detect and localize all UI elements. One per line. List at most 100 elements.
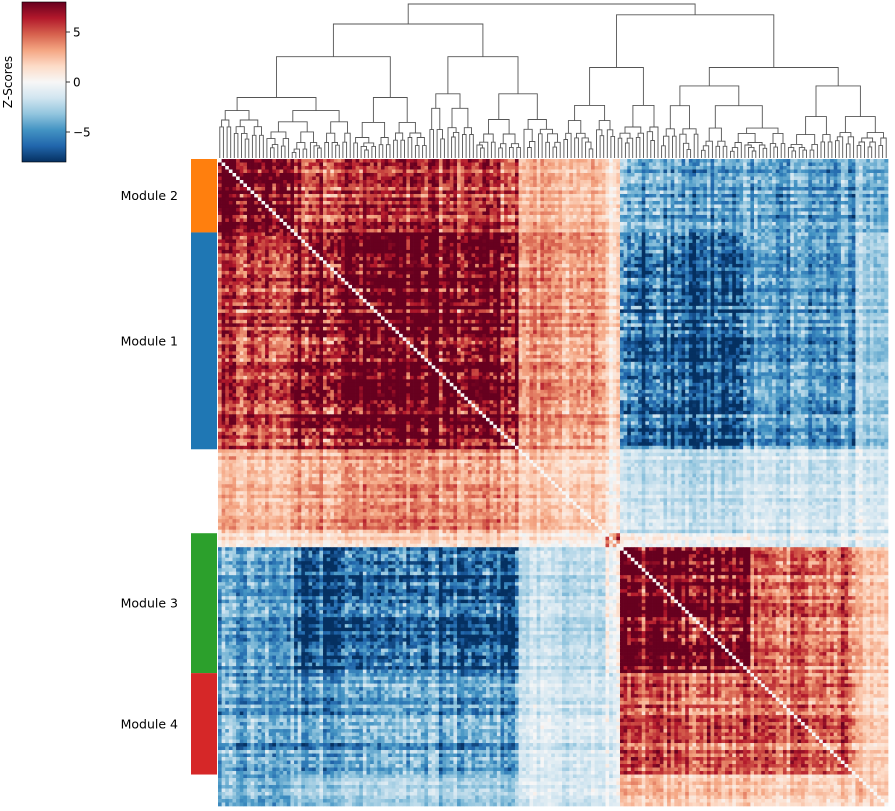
heatmap-cell xyxy=(649,173,653,177)
heatmap-cell xyxy=(750,169,754,173)
heatmap-cell xyxy=(808,169,812,173)
heatmap-cell xyxy=(305,159,309,163)
heatmap-cell xyxy=(555,163,559,167)
heatmap-cell xyxy=(682,173,686,177)
heatmap-cell xyxy=(624,173,628,177)
heatmap-cell xyxy=(616,169,620,173)
heatmap-cell xyxy=(870,163,874,167)
heatmap-cell xyxy=(877,169,881,173)
dendrogram-link xyxy=(379,145,383,158)
heatmap-cell xyxy=(334,169,338,173)
dendrogram-link xyxy=(732,148,737,158)
heatmap-cell xyxy=(631,169,635,173)
dendrogram-link xyxy=(670,106,689,129)
heatmap-cell xyxy=(667,169,671,173)
heatmap-cell xyxy=(294,163,298,167)
heatmap-cell xyxy=(682,163,686,167)
heatmap-cell xyxy=(338,166,342,170)
module-color-bar xyxy=(191,533,217,673)
heatmap-cell xyxy=(837,173,841,177)
heatmap-cell xyxy=(508,159,512,163)
heatmap-cell xyxy=(671,169,675,173)
heatmap-cell xyxy=(816,163,820,167)
heatmap-cell xyxy=(258,159,262,163)
dendrogram-link xyxy=(481,148,485,158)
column-dendrogram xyxy=(220,4,886,158)
dendrogram-link xyxy=(499,148,503,158)
heatmap-cell xyxy=(678,173,682,177)
heatmap-cell xyxy=(627,173,631,177)
heatmap-cell xyxy=(392,159,396,163)
heatmap-cell xyxy=(312,159,316,163)
heatmap-cell xyxy=(330,159,334,163)
dendrogram-link xyxy=(364,143,374,147)
heatmap-cell xyxy=(522,169,526,173)
heatmap-cell xyxy=(457,169,461,173)
heatmap-cell xyxy=(251,166,255,170)
heatmap-cell xyxy=(370,169,374,173)
heatmap-cell xyxy=(689,169,693,173)
heatmap-cell xyxy=(566,166,570,170)
heatmap-cell xyxy=(225,169,229,173)
heatmap-matrix xyxy=(218,159,888,806)
heatmap-cell xyxy=(656,163,660,167)
heatmap-cell xyxy=(500,173,504,177)
heatmap-cell xyxy=(261,159,265,163)
heatmap-cell xyxy=(381,163,385,167)
heatmap-cell xyxy=(671,163,675,167)
heatmap-cell xyxy=(740,166,744,170)
heatmap-cell xyxy=(421,166,425,170)
heatmap-cell xyxy=(370,163,374,167)
heatmap-cell xyxy=(801,163,805,167)
dendrogram-link xyxy=(566,133,571,158)
heatmap-cell xyxy=(472,173,476,177)
heatmap-cell xyxy=(555,159,559,163)
heatmap-cell xyxy=(251,163,255,167)
heatmap-cell xyxy=(529,159,533,163)
heatmap-cell xyxy=(432,163,436,167)
heatmap-cell xyxy=(663,173,667,177)
heatmap-cell xyxy=(457,173,461,177)
heatmap-cell xyxy=(417,166,421,170)
heatmap-cell xyxy=(663,159,667,163)
heatmap-cell xyxy=(294,169,298,173)
dendrogram-link xyxy=(373,98,407,123)
heatmap-cell xyxy=(551,163,555,167)
heatmap-cell xyxy=(787,166,791,170)
heatmap-cell xyxy=(323,159,327,163)
heatmap-cell xyxy=(403,163,407,167)
heatmap-cell xyxy=(725,173,729,177)
heatmap-cell xyxy=(685,159,689,163)
heatmap-cell xyxy=(269,163,273,167)
heatmap-cell xyxy=(700,173,704,177)
heatmap-cell xyxy=(446,159,450,163)
heatmap-cell xyxy=(298,159,302,163)
heatmap-cell xyxy=(580,163,584,167)
heatmap-cell xyxy=(551,173,555,177)
heatmap-cell xyxy=(616,173,620,177)
heatmap-cell xyxy=(642,169,646,173)
heatmap-cell xyxy=(232,159,236,163)
heatmap-cell xyxy=(841,166,845,170)
dendrogram-link xyxy=(731,151,735,158)
heatmap-cell xyxy=(280,169,284,173)
heatmap-cell xyxy=(642,173,646,177)
heatmap-cell xyxy=(482,169,486,173)
heatmap-cell xyxy=(540,166,544,170)
heatmap-cell xyxy=(606,166,610,170)
heatmap-cell xyxy=(432,166,436,170)
heatmap-cell xyxy=(352,169,356,173)
heatmap-cell xyxy=(290,169,294,173)
heatmap-cell xyxy=(319,169,323,173)
heatmap-cell xyxy=(747,163,751,167)
heatmap-cell xyxy=(366,159,370,163)
dendrogram-link xyxy=(540,129,552,134)
heatmap-cell xyxy=(707,163,711,167)
dendrogram-link xyxy=(437,130,442,158)
heatmap-cell xyxy=(243,169,247,173)
heatmap-cell xyxy=(490,166,494,170)
dendrogram-link xyxy=(396,133,403,140)
heatmap-cell xyxy=(743,159,747,163)
heatmap-cell xyxy=(740,159,744,163)
heatmap-cell xyxy=(689,166,693,170)
